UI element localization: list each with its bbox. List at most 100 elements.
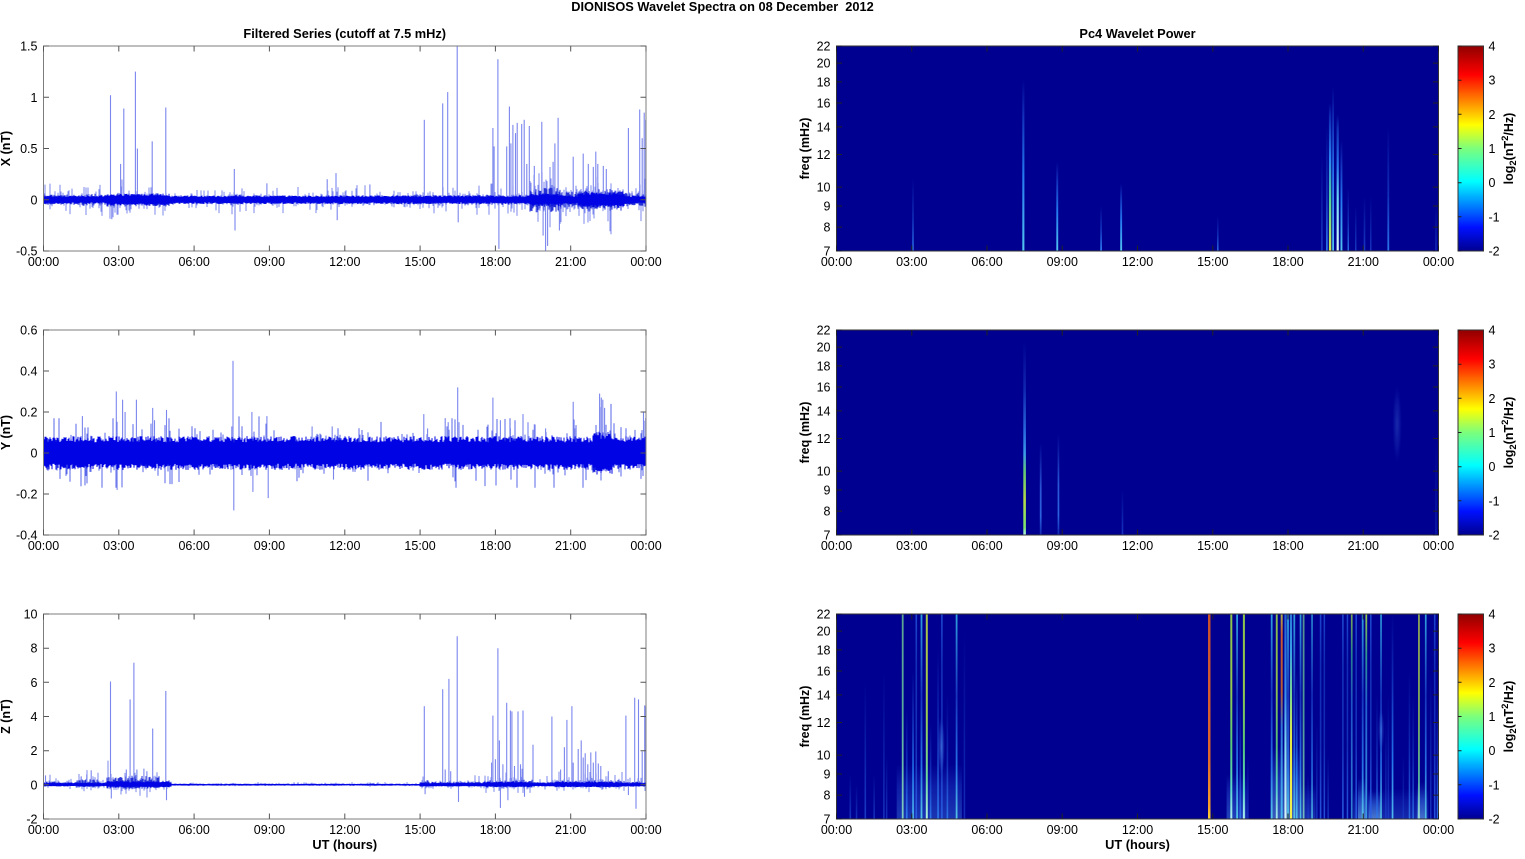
svg-text:15:00: 15:00: [404, 539, 435, 553]
svg-text:0.4: 0.4: [20, 365, 37, 379]
svg-text:-0.4: -0.4: [16, 529, 38, 543]
svg-text:21:00: 21:00: [555, 823, 586, 837]
svg-text:2: 2: [1489, 392, 1496, 406]
svg-text:-2: -2: [1489, 529, 1500, 543]
svg-text:06:00: 06:00: [178, 539, 209, 553]
svg-text:00:00: 00:00: [1423, 823, 1454, 837]
svg-text:4: 4: [1489, 608, 1496, 622]
svg-text:2: 2: [1489, 108, 1496, 122]
svg-text:00:00: 00:00: [630, 255, 661, 269]
svg-text:Y (nT): Y (nT): [0, 415, 13, 450]
svg-text:18:00: 18:00: [480, 255, 511, 269]
svg-text:00:00: 00:00: [28, 539, 59, 553]
svg-text:06:00: 06:00: [971, 539, 1002, 553]
svg-text:Z (nT): Z (nT): [0, 699, 13, 734]
svg-text:18:00: 18:00: [1272, 539, 1303, 553]
svg-text:20: 20: [817, 341, 831, 355]
svg-text:21:00: 21:00: [555, 255, 586, 269]
svg-text:18:00: 18:00: [1272, 823, 1303, 837]
svg-text:06:00: 06:00: [971, 255, 1002, 269]
svg-text:09:00: 09:00: [1047, 255, 1078, 269]
svg-text:-0.2: -0.2: [16, 488, 38, 502]
svg-text:4: 4: [1489, 324, 1496, 338]
svg-text:12:00: 12:00: [1122, 255, 1153, 269]
svg-text:7: 7: [824, 813, 831, 827]
svg-text:09:00: 09:00: [254, 255, 285, 269]
svg-text:0: 0: [1489, 176, 1496, 190]
svg-text:18:00: 18:00: [480, 539, 511, 553]
svg-text:1: 1: [1489, 710, 1496, 724]
svg-text:03:00: 03:00: [896, 255, 927, 269]
svg-text:14: 14: [817, 688, 831, 702]
svg-text:12: 12: [817, 432, 831, 446]
svg-text:0: 0: [31, 447, 38, 461]
svg-text:06:00: 06:00: [178, 823, 209, 837]
svg-text:09:00: 09:00: [254, 539, 285, 553]
svg-text:7: 7: [824, 245, 831, 259]
svg-text:9: 9: [824, 200, 831, 214]
svg-text:-1: -1: [1489, 210, 1500, 224]
svg-text:03:00: 03:00: [103, 539, 134, 553]
svg-text:-2: -2: [26, 813, 37, 827]
svg-text:00:00: 00:00: [821, 255, 852, 269]
svg-text:03:00: 03:00: [103, 255, 134, 269]
svg-text:UT (hours): UT (hours): [312, 837, 377, 852]
svg-text:1: 1: [1489, 142, 1496, 156]
svg-text:0.2: 0.2: [20, 406, 37, 420]
svg-text:22: 22: [817, 40, 831, 54]
svg-text:4: 4: [31, 710, 38, 724]
svg-text:9: 9: [824, 484, 831, 498]
svg-text:21:00: 21:00: [1348, 539, 1379, 553]
svg-text:-2: -2: [1489, 813, 1500, 827]
svg-text:00:00: 00:00: [630, 539, 661, 553]
svg-text:00:00: 00:00: [821, 539, 852, 553]
svg-text:12:00: 12:00: [329, 823, 360, 837]
svg-text:03:00: 03:00: [896, 539, 927, 553]
svg-text:21:00: 21:00: [1348, 823, 1379, 837]
svg-text:09:00: 09:00: [1047, 539, 1078, 553]
svg-text:00:00: 00:00: [1423, 539, 1454, 553]
svg-text:0: 0: [1489, 744, 1496, 758]
svg-text:-1: -1: [1489, 778, 1500, 792]
svg-text:22: 22: [817, 608, 831, 622]
svg-text:03:00: 03:00: [103, 823, 134, 837]
svg-text:12:00: 12:00: [329, 255, 360, 269]
svg-text:0: 0: [1489, 460, 1496, 474]
svg-text:15:00: 15:00: [1197, 823, 1228, 837]
svg-text:12:00: 12:00: [1122, 823, 1153, 837]
svg-text:00:00: 00:00: [28, 255, 59, 269]
svg-text:16: 16: [817, 97, 831, 111]
svg-text:0: 0: [31, 778, 38, 792]
svg-text:15:00: 15:00: [1197, 255, 1228, 269]
svg-text:10: 10: [817, 181, 831, 195]
svg-text:18:00: 18:00: [1272, 255, 1303, 269]
svg-text:03:00: 03:00: [896, 823, 927, 837]
svg-text:10: 10: [817, 749, 831, 763]
svg-text:10: 10: [24, 608, 38, 622]
svg-text:0: 0: [31, 193, 38, 207]
svg-text:8: 8: [31, 642, 38, 656]
svg-text:2: 2: [1489, 676, 1496, 690]
svg-text:15:00: 15:00: [1197, 539, 1228, 553]
svg-text:Filtered Series (cutoff at 7.5: Filtered Series (cutoff at 7.5 mHz): [243, 26, 446, 41]
svg-text:06:00: 06:00: [178, 255, 209, 269]
svg-text:10: 10: [817, 465, 831, 479]
svg-text:00:00: 00:00: [821, 823, 852, 837]
svg-text:1: 1: [31, 91, 38, 105]
svg-text:15:00: 15:00: [404, 823, 435, 837]
svg-text:0.5: 0.5: [20, 142, 37, 156]
svg-text:18: 18: [817, 643, 831, 657]
svg-text:freq (mHz): freq (mHz): [798, 118, 812, 180]
svg-text:4: 4: [1489, 40, 1496, 54]
svg-text:X (nT): X (nT): [0, 131, 13, 166]
svg-text:3: 3: [1489, 642, 1496, 656]
svg-text:Pc4 Wavelet Power: Pc4 Wavelet Power: [1079, 26, 1195, 41]
svg-text:16: 16: [817, 381, 831, 395]
svg-text:freq (mHz): freq (mHz): [798, 686, 812, 748]
svg-text:16: 16: [817, 665, 831, 679]
svg-text:7: 7: [824, 529, 831, 543]
svg-text:8: 8: [824, 789, 831, 803]
svg-text:3: 3: [1489, 358, 1496, 372]
svg-text:-2: -2: [1489, 245, 1500, 259]
svg-text:18:00: 18:00: [480, 823, 511, 837]
